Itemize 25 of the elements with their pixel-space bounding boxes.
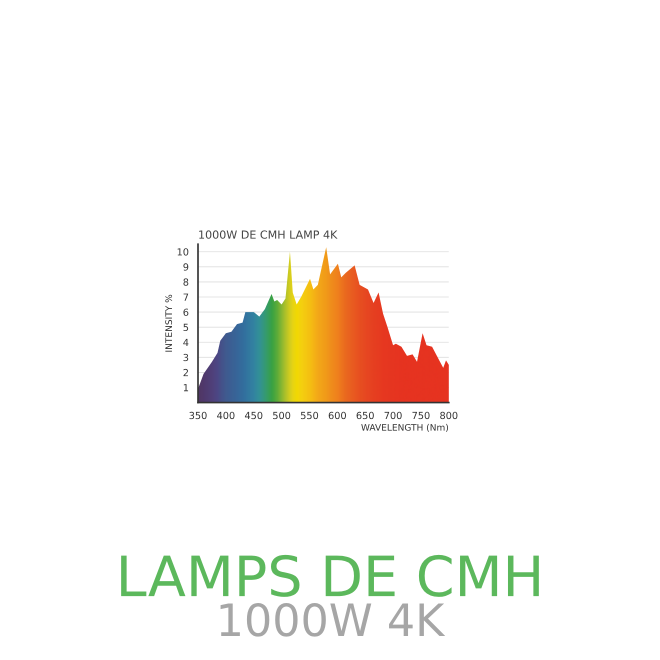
x-tick-label: 600 — [328, 412, 346, 420]
y-tick-label: 5 — [184, 324, 188, 332]
y-tick-label: 9 — [183, 263, 188, 271]
text: 1000W 4K — [220, 602, 446, 637]
y-tick-label: 6 — [183, 308, 188, 316]
y-tick-label: 8 — [183, 278, 188, 286]
x-tick-label: 500 — [273, 412, 290, 420]
x-tick-label: 800 — [440, 412, 458, 420]
x-tick-label: 650 — [356, 412, 374, 420]
y-tick-label: 7 — [184, 294, 188, 301]
x-tick-label: 400 — [217, 412, 234, 420]
x-tick-label: 350 — [189, 412, 207, 420]
y-tick-label: 4 — [183, 338, 188, 346]
chart-title: 1000W DE CMH LAMP 4K — [199, 230, 338, 239]
y-tick-label: 1 — [184, 384, 188, 392]
y-axis-title: INTENSITY % — [165, 294, 172, 352]
x-tick-label: 750 — [412, 412, 430, 420]
text: LAMPS DE CMH — [121, 554, 539, 597]
y-tick-label: 3 — [184, 354, 188, 362]
x-tick-label: 550 — [300, 412, 318, 420]
x-tick-label: 700 — [384, 412, 402, 420]
y-tick-label: 2 — [184, 368, 188, 376]
x-tick-label: 450 — [244, 412, 262, 420]
y-tick-label: 10 — [178, 248, 188, 256]
x-axis-title: WAVELENGTH (Nm) — [361, 424, 448, 432]
